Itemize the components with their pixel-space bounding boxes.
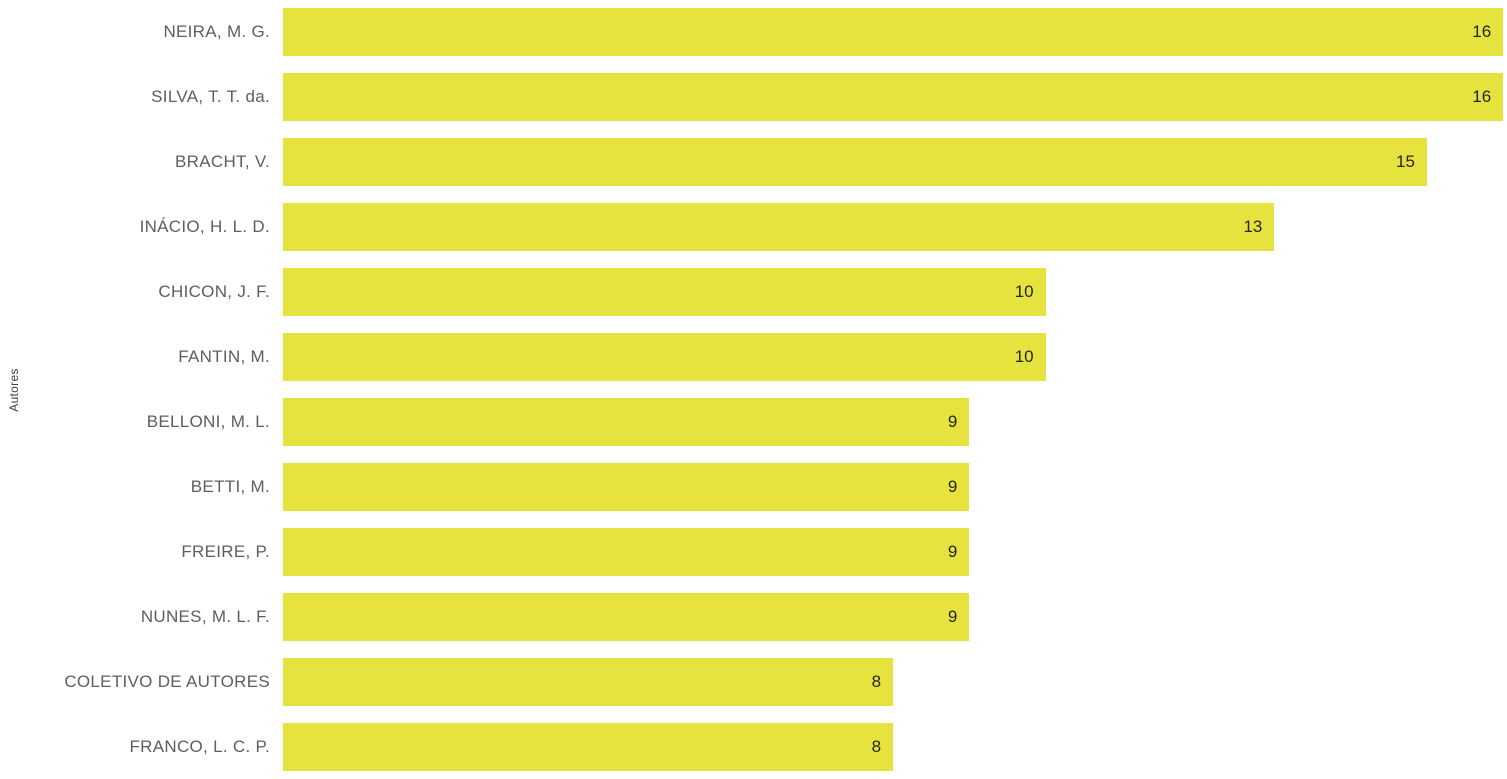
bar-area: 10 (283, 325, 1507, 390)
bar[interactable]: 9 (283, 397, 970, 446)
category-label: BRACHT, V. (175, 152, 270, 172)
value-label: 16 (1472, 22, 1492, 42)
bar-area: 13 (283, 195, 1507, 260)
bar[interactable]: 8 (283, 657, 894, 706)
bar[interactable]: 10 (283, 333, 1046, 382)
chart-row: FANTIN, M. 10 (0, 325, 1507, 390)
category-label: SILVA, T. T. da. (151, 87, 270, 107)
category-label: FANTIN, M. (178, 347, 270, 367)
chart-row: NUNES, M. L. F. 9 (0, 584, 1507, 649)
value-label: 13 (1243, 217, 1263, 237)
value-label: 8 (871, 671, 882, 691)
bar[interactable]: 10 (283, 268, 1046, 317)
bar-area: 16 (283, 65, 1507, 130)
bar-area: 16 (283, 0, 1507, 65)
value-label: 9 (947, 541, 958, 561)
value-label: 10 (1014, 282, 1034, 302)
bar-area: 9 (283, 584, 1507, 649)
category-label: BETTI, M. (190, 476, 270, 496)
value-label: 10 (1014, 347, 1034, 367)
bar[interactable]: 9 (283, 527, 970, 576)
bar-area: 10 (283, 260, 1507, 325)
category-label: NEIRA, M. G. (163, 22, 270, 42)
bar[interactable]: 16 (283, 73, 1504, 122)
value-label: 9 (947, 476, 958, 496)
chart-row: FREIRE, P. 9 (0, 519, 1507, 584)
chart-row: FRANCO, L. C. P. 8 (0, 714, 1507, 779)
category-label: INÁCIO, H. L. D. (139, 217, 270, 237)
bar-area: 8 (283, 649, 1507, 714)
bar[interactable]: 15 (283, 138, 1427, 187)
category-label: NUNES, M. L. F. (140, 606, 270, 626)
category-label: FRANCO, L. C. P. (129, 736, 270, 756)
bar[interactable]: 16 (283, 8, 1504, 57)
chart-row: BRACHT, V. 15 (0, 130, 1507, 195)
bar-area: 8 (283, 714, 1507, 779)
bar-area: 9 (283, 454, 1507, 519)
bar-area: 15 (283, 130, 1507, 195)
value-label: 16 (1472, 87, 1492, 107)
chart-row: BETTI, M. 9 (0, 454, 1507, 519)
value-label: 9 (947, 606, 958, 626)
value-label: 8 (871, 736, 882, 756)
category-label: COLETIVO DE AUTORES (64, 671, 270, 691)
chart-row: BELLONI, M. L. 9 (0, 390, 1507, 455)
chart-row: COLETIVO DE AUTORES 8 (0, 649, 1507, 714)
bar[interactable]: 9 (283, 462, 970, 511)
bar-area: 9 (283, 390, 1507, 455)
bar[interactable]: 13 (283, 203, 1275, 252)
bar[interactable]: 9 (283, 592, 970, 641)
chart-row: INÁCIO, H. L. D. 13 (0, 195, 1507, 260)
category-label: CHICON, J. F. (158, 282, 270, 302)
category-label: BELLONI, M. L. (146, 411, 270, 431)
chart-row: SILVA, T. T. da. 16 (0, 65, 1507, 130)
bar-area: 9 (283, 519, 1507, 584)
chart-row: CHICON, J. F. 10 (0, 260, 1507, 325)
chart-row: NEIRA, M. G. 16 (0, 0, 1507, 65)
category-label: FREIRE, P. (181, 541, 270, 561)
value-label: 9 (947, 411, 958, 431)
bar[interactable]: 8 (283, 722, 894, 771)
value-label: 15 (1396, 152, 1415, 172)
